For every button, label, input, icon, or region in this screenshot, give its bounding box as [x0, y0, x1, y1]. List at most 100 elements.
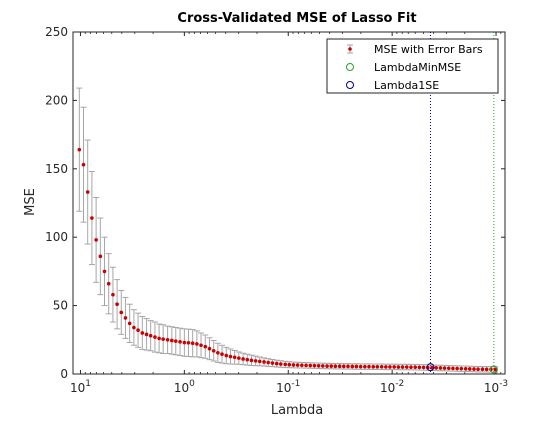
- mse-point: [220, 352, 224, 356]
- mse-point: [111, 292, 115, 297]
- mse-point: [367, 364, 371, 369]
- mse-point: [312, 363, 317, 368]
- y-tick-label: 50: [53, 299, 68, 313]
- mse-point: [266, 360, 270, 365]
- legend-box: [326, 38, 499, 94]
- mse-point: [283, 362, 288, 367]
- chart-title: Cross-Validated MSE of Lasso Fit: [177, 11, 416, 26]
- mse-point: [493, 367, 497, 372]
- mse-point: [165, 338, 170, 342]
- mse-point: [98, 254, 103, 259]
- mse-point: [304, 363, 308, 368]
- mse-point: [451, 366, 455, 371]
- y-tick-label: 100: [45, 230, 68, 244]
- mse-point: [182, 340, 187, 345]
- legend-swatch-lambda-1se: [346, 81, 354, 89]
- y-tick-label: 250: [45, 25, 68, 39]
- mse-point: [278, 362, 283, 366]
- legend-label-lambda-1se: Lambda1SE: [374, 79, 439, 92]
- mse-point: [148, 333, 153, 338]
- mse-point: [90, 216, 94, 220]
- mse-point: [295, 363, 300, 367]
- mse-point: [287, 362, 292, 367]
- mse-point: [388, 365, 392, 369]
- mse-point: [203, 344, 208, 349]
- mse-point: [85, 190, 90, 194]
- legend-label-lambda-min: LambdaMinMSE: [374, 61, 461, 74]
- y-tick-label: 150: [45, 162, 68, 176]
- mse-point: [127, 321, 132, 326]
- mse-point: [262, 360, 266, 364]
- mse-point: [140, 331, 145, 335]
- mse-point: [195, 342, 199, 346]
- mse-point: [342, 364, 346, 369]
- mse-point: [409, 365, 413, 369]
- mse-point: [363, 364, 367, 369]
- mse-point: [316, 363, 321, 368]
- mse-point: [123, 316, 128, 320]
- mse-point: [472, 367, 476, 371]
- mse-point: [144, 332, 149, 337]
- mse-point: [358, 364, 363, 369]
- mse-point: [199, 343, 203, 348]
- mse-point: [106, 281, 111, 286]
- legend-mse-point: [348, 47, 352, 51]
- mse-point: [308, 363, 313, 368]
- mse-point: [153, 335, 157, 339]
- mse-point: [211, 348, 216, 353]
- plot-area: 0 50 100 150 200 250 101 100 10-1 10-2 10-3 MSE wit…: [45, 25, 508, 395]
- mse-point: [459, 366, 464, 371]
- mse-point: [253, 359, 258, 363]
- mse-point: [245, 357, 250, 362]
- x-tick-label: 101: [70, 379, 91, 395]
- mse-point: [102, 269, 107, 274]
- x-axis-label: Lambda: [271, 403, 323, 418]
- mse-point: [396, 365, 401, 369]
- mse-point: [325, 364, 329, 368]
- legend-swatch-mse: [347, 44, 353, 54]
- mse-point: [173, 339, 178, 343]
- x-tick-label: 10-1: [276, 379, 300, 395]
- mse-point: [413, 365, 418, 369]
- mse-point: [476, 367, 480, 372]
- mse-point: [178, 340, 182, 344]
- mse-point: [467, 367, 472, 371]
- mse-point: [438, 366, 443, 370]
- mse-point: [241, 357, 245, 361]
- mse-point: [270, 361, 275, 365]
- legend-swatch-lambda-min: [346, 63, 354, 71]
- lambda-1se-point: [426, 363, 435, 372]
- mse-point: [455, 366, 459, 371]
- mse-point: [274, 361, 279, 366]
- legend: MSE with Error Bars LambdaMinMSE Lambda1SE: [326, 38, 499, 94]
- mse-point: [430, 365, 434, 370]
- mse-point: [417, 365, 422, 370]
- legend-label-mse: MSE with Error Bars: [374, 43, 483, 56]
- mse-point: [94, 238, 98, 242]
- mse-point: [237, 356, 241, 360]
- mse-point: [392, 365, 396, 369]
- mse-point: [291, 363, 296, 367]
- mse-point: [186, 341, 191, 345]
- mse-point: [207, 346, 212, 351]
- mse-point: [190, 341, 195, 346]
- x-tick-label: 10-2: [380, 379, 404, 395]
- mse-point: [421, 365, 426, 370]
- mse-point: [384, 365, 388, 369]
- mse-point: [81, 162, 86, 167]
- mse-point: [77, 147, 82, 152]
- y-tick-label: 200: [45, 93, 68, 107]
- mse-point: [115, 302, 119, 307]
- mse-point: [446, 366, 451, 371]
- mse-point: [400, 365, 405, 369]
- mse-point: [157, 336, 161, 341]
- mse-point: [232, 355, 237, 360]
- x-tick-label: 10-3: [484, 379, 508, 395]
- mse-point: [132, 325, 136, 330]
- mse-point: [375, 364, 380, 369]
- mse-point: [354, 364, 359, 369]
- x-tick-label: 100: [174, 379, 195, 395]
- mse-point: [257, 359, 262, 364]
